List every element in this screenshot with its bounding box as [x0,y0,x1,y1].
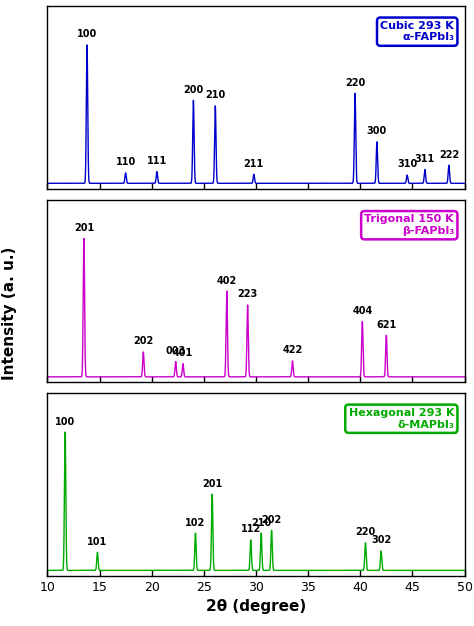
Text: 201: 201 [74,223,94,233]
Text: 111: 111 [147,156,167,166]
Text: 621: 621 [376,320,396,330]
Text: 110: 110 [116,157,136,167]
Text: 211: 211 [244,159,264,169]
Text: 310: 310 [397,160,417,170]
Text: 102: 102 [185,518,206,528]
Text: 220: 220 [345,78,365,88]
Text: 223: 223 [237,289,258,299]
Text: 311: 311 [415,154,435,164]
Text: 402: 402 [217,275,237,285]
Text: 101: 101 [87,537,108,547]
Text: 302: 302 [371,535,391,545]
Text: 202: 202 [133,336,154,346]
Text: 100: 100 [77,29,97,39]
Text: Hexagonal 293 K
δ-MAPbI₃: Hexagonal 293 K δ-MAPbI₃ [348,408,454,429]
Text: Trigonal 150 K
β-FAPbI₃: Trigonal 150 K β-FAPbI₃ [365,214,454,236]
Text: 220: 220 [356,527,375,537]
Text: 222: 222 [439,150,459,160]
Text: 202: 202 [262,515,282,525]
Text: 300: 300 [367,126,387,136]
Text: 210: 210 [251,518,271,528]
X-axis label: 2θ (degree): 2θ (degree) [206,599,306,614]
Text: 201: 201 [202,479,222,489]
Text: 112: 112 [241,525,261,535]
Text: Cubic 293 K
α-FAPbI₃: Cubic 293 K α-FAPbI₃ [380,21,454,43]
Text: 210: 210 [205,90,226,100]
Text: 401: 401 [173,348,193,358]
Text: 003: 003 [165,346,186,356]
Text: Intensity (a. u.): Intensity (a. u.) [2,246,17,380]
Text: 404: 404 [352,306,373,316]
Text: 200: 200 [183,85,203,95]
Text: 100: 100 [55,416,75,426]
Text: 422: 422 [283,346,302,356]
